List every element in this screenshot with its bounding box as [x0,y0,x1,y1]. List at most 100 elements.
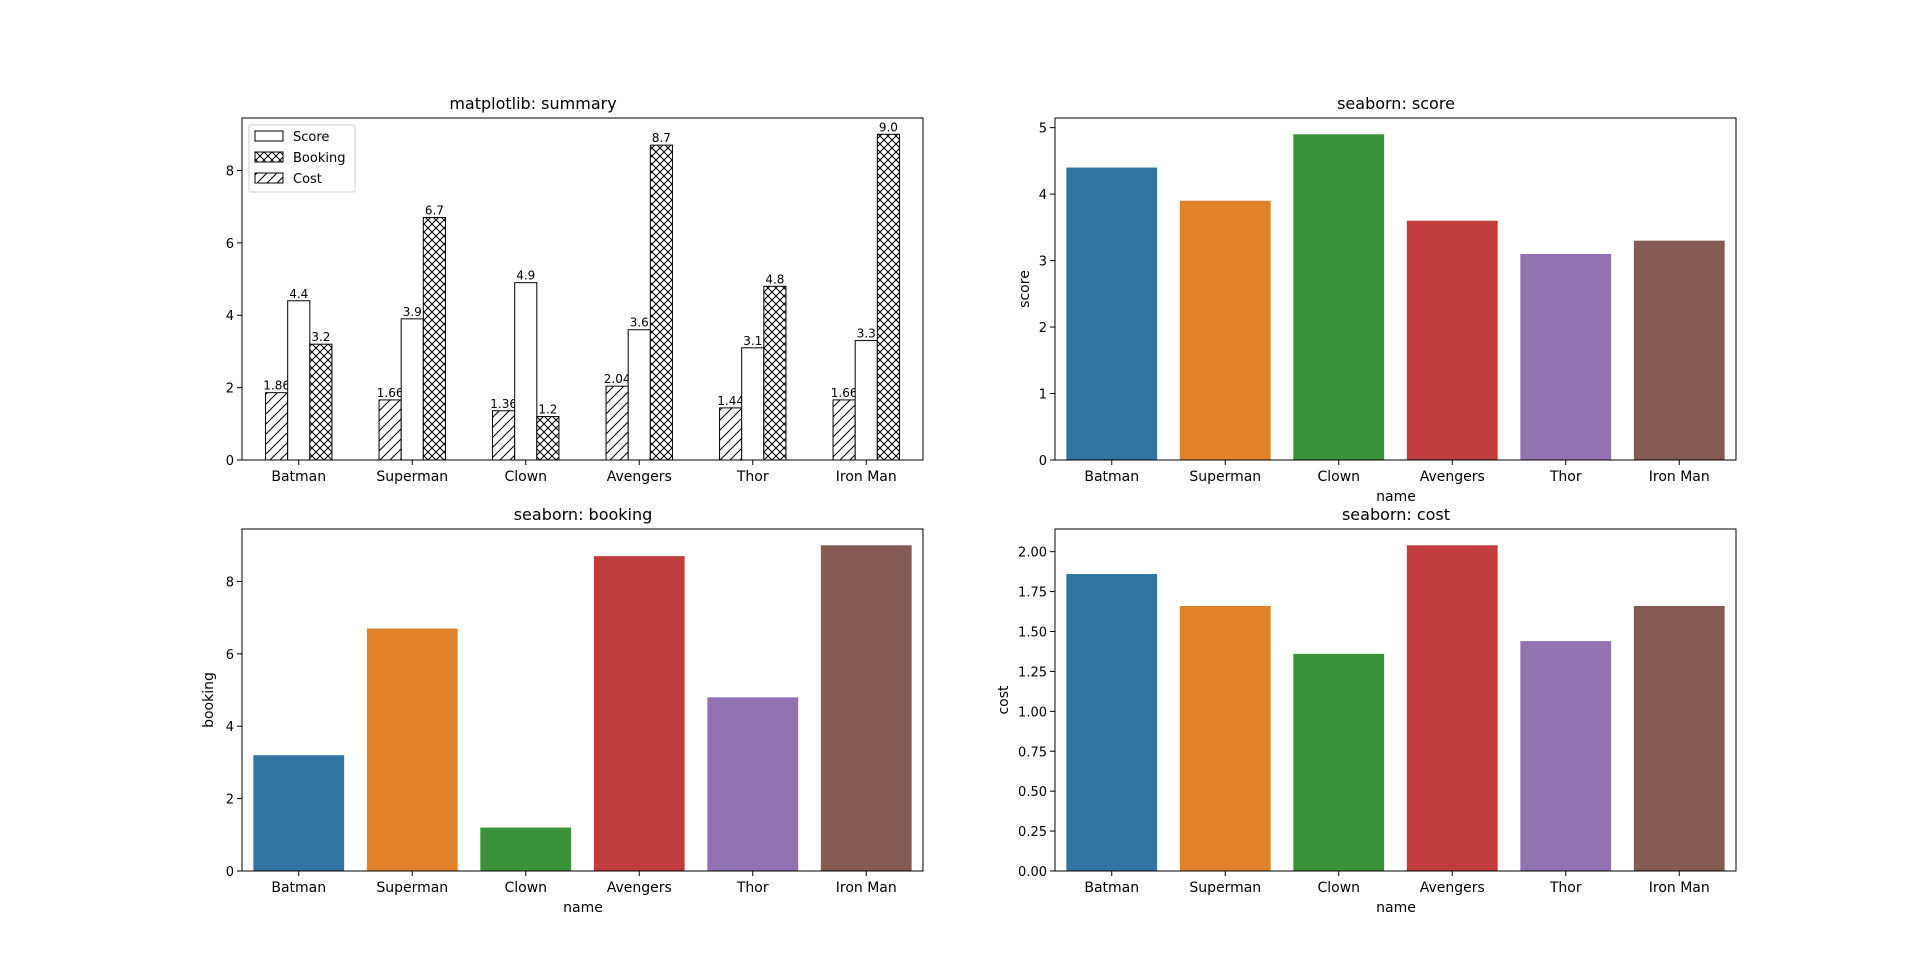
booking-ytick-label-2: 4 [226,720,234,735]
summary-xtick-label-3: Avengers [607,469,672,485]
cost-bar-3 [1406,545,1498,871]
summary-data-label-booking-0: 3.2 [311,330,330,344]
score-bar-0 [1066,167,1158,461]
booking-bar-4 [707,697,799,871]
cost-ytick-label-7: 1.75 [1018,586,1047,601]
summary-data-label-score-4: 3.1 [743,334,762,348]
cost-ytick-label-3: 0.75 [1018,745,1047,760]
cost-bar-0 [1066,574,1158,871]
score-xtick-label-3: Avengers [1420,469,1485,485]
summary-data-label-score-0: 4.4 [289,287,308,301]
cost-xlabel: name [1376,900,1416,916]
score-xtick-label-4: Thor [1549,469,1582,485]
cost-ytick-label-8: 2.00 [1018,546,1047,561]
booking-xtick-label-1: Superman [376,880,448,896]
score-ytick-label-3: 3 [1039,255,1047,270]
score-ytick-label-4: 4 [1039,188,1047,203]
legend-label-score: Score [293,130,329,145]
summary-data-label-booking-4: 4.8 [765,272,784,286]
summary-bar-cost-4 [719,407,743,461]
legend-label-booking: Booking [293,151,345,166]
score-ytick-label-5: 5 [1039,122,1047,137]
cost-xtick-label-1: Superman [1189,880,1261,896]
summary-bar-cost-3 [605,385,629,461]
summary-bar-cost-1 [378,399,402,461]
summary-xtick-label-4: Thor [736,469,769,485]
summary-xtick-label-5: Iron Man [836,469,897,485]
booking-bar-0 [253,755,345,871]
score-title: seaborn: score [1337,94,1455,113]
booking-bar-5 [820,545,912,871]
cost-bar-2 [1293,653,1385,871]
cost-chart: seaborn: cost 0.00 0.25 0.50 0.75 1.00 1.25 1.… [996,505,1737,916]
summary-data-label-booking-1: 6.7 [425,204,444,218]
score-xtick-label-1: Superman [1189,469,1261,485]
summary-data-label-cost-4: 1.44 [717,394,744,408]
summary-ytick-label-1: 2 [226,382,234,397]
summary-data-label-booking-3: 8.7 [652,131,671,145]
summary-bar-cost-0 [265,392,289,461]
summary-bar-cost-2 [492,410,516,461]
summary-bar-booking-4 [763,285,787,461]
summary-ytick-label-2: 4 [226,309,234,324]
cost-axes-frame [1054,528,1737,872]
booking-xlabel: name [563,900,603,916]
score-chart: seaborn: score 0 1 2 3 4 5 Batman Superman Clown… [1017,94,1737,505]
summary-bar-booking-1 [422,217,446,461]
booking-bar-3 [593,556,685,871]
cost-xtick-label-3: Avengers [1420,880,1485,896]
summary-data-label-score-1: 3.9 [403,305,422,319]
summary-data-label-cost-3: 2.04 [604,372,631,386]
summary-data-label-cost-2: 1.36 [490,397,517,411]
booking-xtick-label-0: Batman [271,880,326,896]
legend-swatch-cost [254,172,284,184]
summary-bar-score-3 [627,329,651,461]
booking-xtick-label-4: Thor [736,880,769,896]
summary-data-label-booking-5: 9.0 [879,120,898,134]
cost-ytick-label-4: 1.00 [1018,705,1047,720]
summary-data-label-booking-2: 1.2 [538,403,557,417]
booking-xtick-label-2: Clown [504,880,547,896]
cost-bar-1 [1179,605,1271,871]
score-bar-3 [1406,220,1498,460]
score-xtick-label-2: Clown [1317,469,1360,485]
cost-ylabel: cost [996,685,1012,715]
summary-title: matplotlib: summary [449,94,616,113]
cost-ytick-label-1: 0.25 [1018,825,1047,840]
legend-swatch-score [254,130,284,142]
summary-bar-score-1 [400,318,424,461]
booking-ytick-label-3: 6 [226,648,234,663]
cost-xtick-label-2: Clown [1317,880,1360,896]
cost-xtick-label-0: Batman [1084,880,1139,896]
booking-xtick-label-3: Avengers [607,880,672,896]
cost-ytick-label-5: 1.25 [1018,665,1047,680]
score-bar-2 [1293,134,1385,461]
cost-ytick-label-6: 1.50 [1018,626,1047,641]
summary-legend: Score Booking Cost [248,124,356,193]
summary-bar-booking-5 [876,133,900,461]
summary-axes-frame [241,117,924,461]
score-ytick-label-1: 1 [1039,388,1047,403]
booking-bar-1 [366,628,458,871]
cost-xtick-label-4: Thor [1549,880,1582,896]
summary-bar-score-5 [854,340,878,461]
score-ytick-label-2: 2 [1039,321,1047,336]
summary-data-label-cost-0: 1.86 [263,379,290,393]
booking-ytick-label-1: 2 [226,793,234,808]
booking-bar-2 [480,827,572,871]
summary-data-label-score-3: 3.6 [630,316,649,330]
legend-swatch-booking [254,151,284,163]
score-bar-5 [1633,240,1725,460]
summary-bar-score-4 [741,347,765,461]
score-bar-4 [1520,253,1612,460]
score-ytick-label-0: 0 [1039,454,1047,469]
summary-bar-booking-3 [649,144,673,461]
score-xtick-label-0: Batman [1084,469,1139,485]
summary-bar-booking-2 [536,416,560,461]
summary-bar-score-0 [287,300,311,461]
booking-ylabel: booking [201,672,217,728]
booking-xtick-label-5: Iron Man [836,880,897,896]
summary-data-label-score-5: 3.3 [857,327,876,341]
cost-xtick-label-5: Iron Man [1649,880,1710,896]
